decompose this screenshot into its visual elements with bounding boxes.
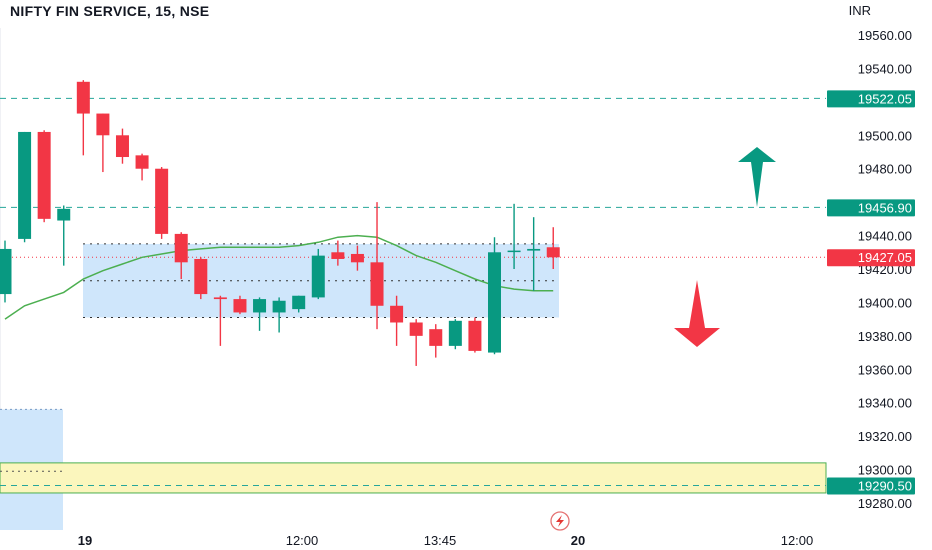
candle-body[interactable] [448,320,462,346]
candle-body[interactable] [115,135,129,158]
price-level-tag[interactable] [827,90,915,108]
candle-body[interactable] [311,255,325,298]
candle-body[interactable] [488,252,501,353]
candle-body[interactable] [331,252,345,259]
time-tick-label: 12:00 [286,533,319,548]
support-zone [0,462,827,494]
candle-body[interactable] [409,322,423,336]
candle-body[interactable] [429,329,443,346]
price-tick-label: 19340.00 [858,396,912,411]
price-level-tag-label: 19456.90 [858,200,912,215]
candle-body[interactable] [18,131,32,239]
flash-glyph-icon [556,515,564,527]
symbol-title: NIFTY FIN SERVICE, 15, NSE [10,3,210,19]
price-tick-label: 19400.00 [858,295,912,310]
price-tick-label: 19540.00 [858,61,912,76]
price-tick-label: 19480.00 [858,162,912,177]
currency-label: INR [848,3,871,18]
candle-body[interactable] [96,113,110,136]
price-level-tag-label: 19427.05 [858,250,912,265]
candle-body[interactable] [292,295,306,310]
bullish-arrow-icon [738,147,776,207]
price-tick-label: 19280.00 [858,496,912,511]
price-level-tag[interactable] [827,199,915,217]
time-tick-label: 12:00 [781,533,814,548]
candle-body[interactable] [468,320,482,351]
candle-body[interactable] [527,248,541,251]
price-tick-label: 19560.00 [858,28,912,43]
candle-body[interactable] [390,305,404,323]
bearish-arrow-icon [674,280,720,347]
candle-body[interactable] [155,168,169,234]
moving-average-line [4,234,554,320]
price-tick-label: 19500.00 [858,128,912,143]
candle-body[interactable] [0,248,12,295]
candle-body[interactable] [57,208,71,221]
candle-body[interactable] [507,250,521,253]
candle-body[interactable] [174,233,188,263]
price-tick-label: 19380.00 [858,329,912,344]
time-tick-label: 19 [78,533,92,548]
price-level-tag-label: 19522.05 [858,91,912,106]
candle-body[interactable] [233,299,247,313]
candle-body[interactable] [213,297,227,300]
candle-body[interactable] [350,253,364,263]
candle-body[interactable] [76,81,90,114]
candle-body[interactable] [135,155,149,169]
candle-body[interactable] [253,299,267,313]
candle-body[interactable] [37,131,51,219]
price-level-tag-label: 19290.50 [858,478,912,493]
price-tick-label: 19440.00 [858,229,912,244]
price-tick-label: 19300.00 [858,463,912,478]
time-tick-label: 20 [571,533,585,548]
price-tick-label: 19320.00 [858,429,912,444]
candle-body[interactable] [194,258,208,295]
price-tick-label: 19360.00 [858,362,912,377]
price-level-tag[interactable] [827,249,915,267]
candle-body[interactable] [370,262,384,306]
candle-body[interactable] [272,300,286,313]
time-tick-label: 13:45 [424,533,457,548]
candle-body[interactable] [546,247,560,258]
price-level-tag[interactable] [827,477,915,495]
